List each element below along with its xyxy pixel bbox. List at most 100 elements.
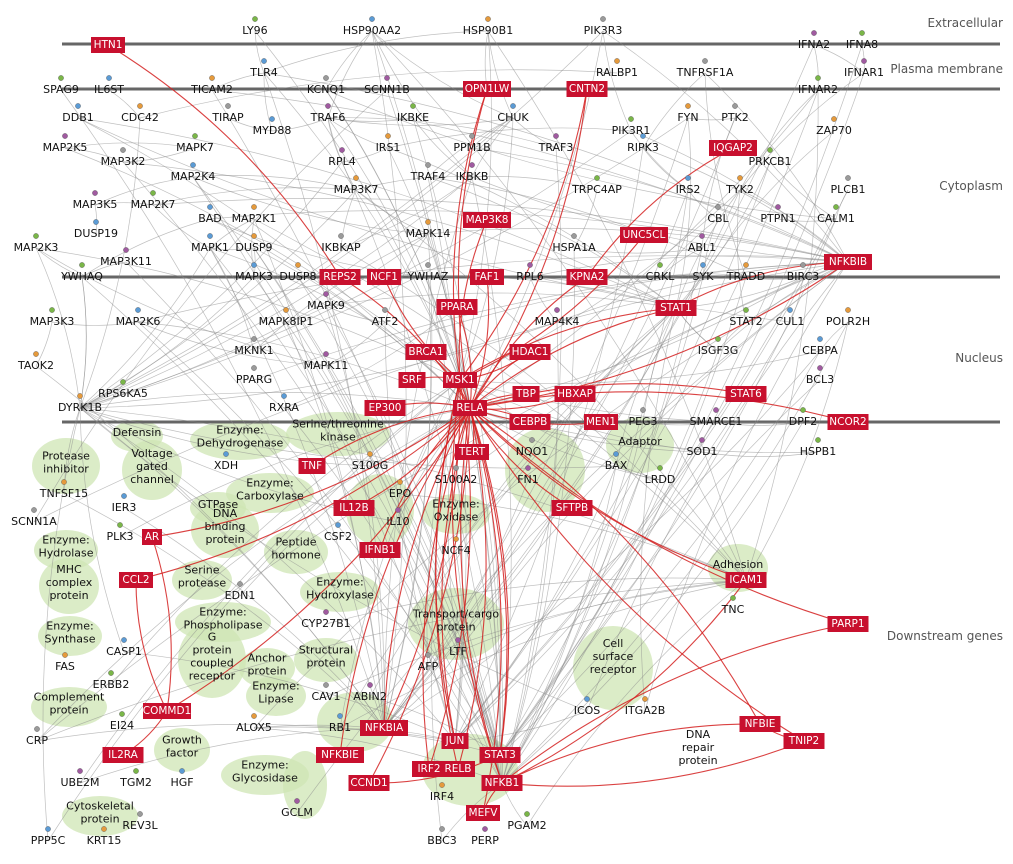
gene-label-pik3r1[interactable]: PIK3R1: [612, 124, 651, 137]
gene-label-hgf[interactable]: HGF: [170, 776, 193, 789]
gene-label-map2k3[interactable]: MAP2K3: [14, 241, 59, 254]
gene-label-map2k7[interactable]: MAP2K7: [131, 198, 176, 211]
gene-label-hsp90aa2[interactable]: HSP90AA2: [343, 24, 401, 37]
gene-label-ppp5c[interactable]: PPP5C: [31, 834, 66, 847]
gene-label-smarce1[interactable]: SMARCE1: [690, 415, 743, 428]
gene-label-cdc42[interactable]: CDC42: [121, 111, 159, 124]
highlight-gene-ep300[interactable]: EP300: [368, 402, 401, 414]
highlight-gene-commd1[interactable]: COMMD1: [143, 705, 191, 717]
gene-label-cul1[interactable]: CUL1: [776, 315, 805, 328]
highlight-gene-sftpb[interactable]: SFTPB: [556, 502, 588, 514]
gene-label-lrdd[interactable]: LRDD: [645, 473, 676, 486]
gene-label-erbb2[interactable]: ERBB2: [93, 678, 130, 691]
highlight-gene-stat3[interactable]: STAT3: [484, 749, 516, 761]
gene-label-dyrk1b[interactable]: DYRK1B: [58, 401, 102, 414]
gene-label-map3k3[interactable]: MAP3K3: [30, 315, 75, 328]
gene-label-stat2[interactable]: STAT2: [729, 315, 762, 328]
gene-label-map4k4[interactable]: MAP4K4: [535, 315, 580, 328]
gene-label-tnc[interactable]: TNC: [721, 603, 745, 616]
highlight-gene-mefv[interactable]: MEFV: [469, 807, 499, 819]
highlight-gene-nfkbia[interactable]: NFKBIA: [365, 722, 404, 734]
gene-label-gclm[interactable]: GCLM: [281, 806, 313, 819]
gene-label-mapk7[interactable]: MAPK7: [176, 141, 214, 154]
gene-label-map2k6[interactable]: MAP2K6: [116, 315, 161, 328]
highlight-gene-parp1[interactable]: PARP1: [831, 618, 864, 630]
gene-label-il10[interactable]: IL10: [386, 515, 409, 528]
gene-label-pgam2[interactable]: PGAM2: [507, 819, 546, 832]
gene-label-plk3[interactable]: PLK3: [107, 530, 134, 543]
gene-label-birc3[interactable]: BIRC3: [787, 270, 820, 283]
gene-label-casp1[interactable]: CASP1: [106, 645, 142, 658]
gene-label-scnn1b[interactable]: SCNN1B: [364, 83, 410, 96]
gene-label-pik3r3[interactable]: PIK3R3: [584, 24, 623, 37]
gene-label-calm1[interactable]: CALM1: [817, 212, 855, 225]
highlight-gene-tbp[interactable]: TBP: [515, 388, 536, 400]
gene-label-ifnar1[interactable]: IFNAR1: [844, 66, 884, 79]
gene-label-alox5[interactable]: ALOX5: [236, 721, 272, 734]
gene-label-dpf2[interactable]: DPF2: [789, 415, 817, 428]
highlight-gene-stat1[interactable]: STAT1: [660, 302, 692, 314]
gene-label-polr2h[interactable]: POLR2H: [826, 315, 870, 328]
gene-label-map3k11[interactable]: MAP3K11: [100, 255, 152, 268]
gene-label-myd88[interactable]: MYD88: [253, 124, 292, 137]
gene-label-ei24[interactable]: EI24: [110, 719, 134, 732]
gene-label-mapk1[interactable]: MAPK1: [191, 241, 229, 254]
gene-label-ticam2[interactable]: TICAM2: [190, 83, 233, 96]
gene-label-fn1[interactable]: FN1: [517, 473, 539, 486]
gene-label-fas[interactable]: FAS: [55, 660, 75, 673]
gene-label-cbl[interactable]: CBL: [707, 212, 729, 225]
highlight-gene-msk1[interactable]: MSK1: [445, 374, 474, 386]
gene-label-rev3l[interactable]: REV3L: [122, 819, 158, 832]
gene-label-rpl4[interactable]: RPL4: [328, 155, 355, 168]
gene-label-dusp9[interactable]: DUSP9: [235, 241, 272, 254]
gene-label-prkcb1[interactable]: PRKCB1: [748, 155, 791, 168]
gene-label-mapk3[interactable]: MAPK3: [235, 270, 273, 283]
gene-label-bax[interactable]: BAX: [605, 459, 628, 472]
highlight-gene-faf1[interactable]: FAF1: [475, 271, 500, 283]
gene-label-ikbkb[interactable]: IKBKB: [456, 170, 489, 183]
gene-label-epo[interactable]: EPO: [389, 487, 412, 500]
gene-label-edn1[interactable]: EDN1: [225, 589, 256, 602]
gene-label-abin2[interactable]: ABIN2: [353, 690, 387, 703]
gene-label-irs1[interactable]: IRS1: [376, 141, 401, 154]
gene-label-crp[interactable]: CRP: [26, 734, 48, 747]
gene-label-icos[interactable]: ICOS: [574, 704, 601, 717]
gene-label-csf2[interactable]: CSF2: [324, 530, 352, 543]
gene-label-traf4[interactable]: TRAF4: [410, 170, 446, 183]
gene-label-hsp90b1[interactable]: HSP90B1: [463, 24, 513, 37]
gene-label-tirap[interactable]: TIRAP: [211, 111, 244, 124]
gene-label-irs2[interactable]: IRS2: [676, 183, 701, 196]
gene-label-dusp19[interactable]: DUSP19: [74, 227, 118, 240]
gene-label-traf6[interactable]: TRAF6: [310, 111, 346, 124]
gene-label-irf4[interactable]: IRF4: [430, 790, 454, 803]
highlight-gene-ncf1[interactable]: NCF1: [370, 271, 398, 283]
gene-label-atf2[interactable]: ATF2: [372, 315, 399, 328]
highlight-gene-ccl2[interactable]: CCL2: [122, 574, 149, 586]
gene-label-mapk9[interactable]: MAPK9: [307, 299, 345, 312]
gene-label-rxra[interactable]: RXRA: [269, 401, 299, 414]
gene-label-ywhaz[interactable]: YWHAZ: [407, 270, 449, 283]
gene-label-rb1[interactable]: RB1: [329, 721, 351, 734]
highlight-gene-cntn2[interactable]: CNTN2: [569, 83, 605, 95]
gene-label-rps6ka5[interactable]: RPS6KA5: [98, 387, 148, 400]
gene-label-s100g[interactable]: S100G: [352, 459, 389, 472]
gene-label-ptk2[interactable]: PTK2: [721, 111, 749, 124]
gene-label-ppm1b[interactable]: PPM1B: [453, 141, 490, 154]
highlight-gene-hbxap[interactable]: HBXAP: [557, 388, 593, 400]
highlight-gene-tert[interactable]: TERT: [458, 446, 486, 458]
gene-label-ripk3[interactable]: RIPK3: [627, 141, 659, 154]
gene-label-mknk1[interactable]: MKNK1: [234, 344, 273, 357]
gene-label-pparg[interactable]: PPARG: [236, 373, 272, 386]
highlight-gene-icam1[interactable]: ICAM1: [729, 574, 762, 586]
gene-label-ncf4[interactable]: NCF4: [441, 544, 470, 557]
gene-label-chuk[interactable]: CHUK: [497, 111, 529, 124]
gene-label-trpc4ap[interactable]: TRPC4AP: [571, 183, 622, 196]
gene-label-mapk11[interactable]: MAPK11: [304, 359, 349, 372]
highlight-gene-iqgap2[interactable]: IQGAP2: [713, 142, 753, 154]
gene-label-ly96[interactable]: LY96: [242, 24, 267, 37]
gene-label-plcb1[interactable]: PLCB1: [831, 183, 866, 196]
gene-label-tyk2[interactable]: TYK2: [725, 183, 754, 196]
gene-label-scnn1a[interactable]: SCNN1A: [11, 515, 57, 528]
gene-label-cav1[interactable]: CAV1: [311, 690, 340, 703]
highlight-gene-stat6[interactable]: STAT6: [730, 388, 762, 400]
